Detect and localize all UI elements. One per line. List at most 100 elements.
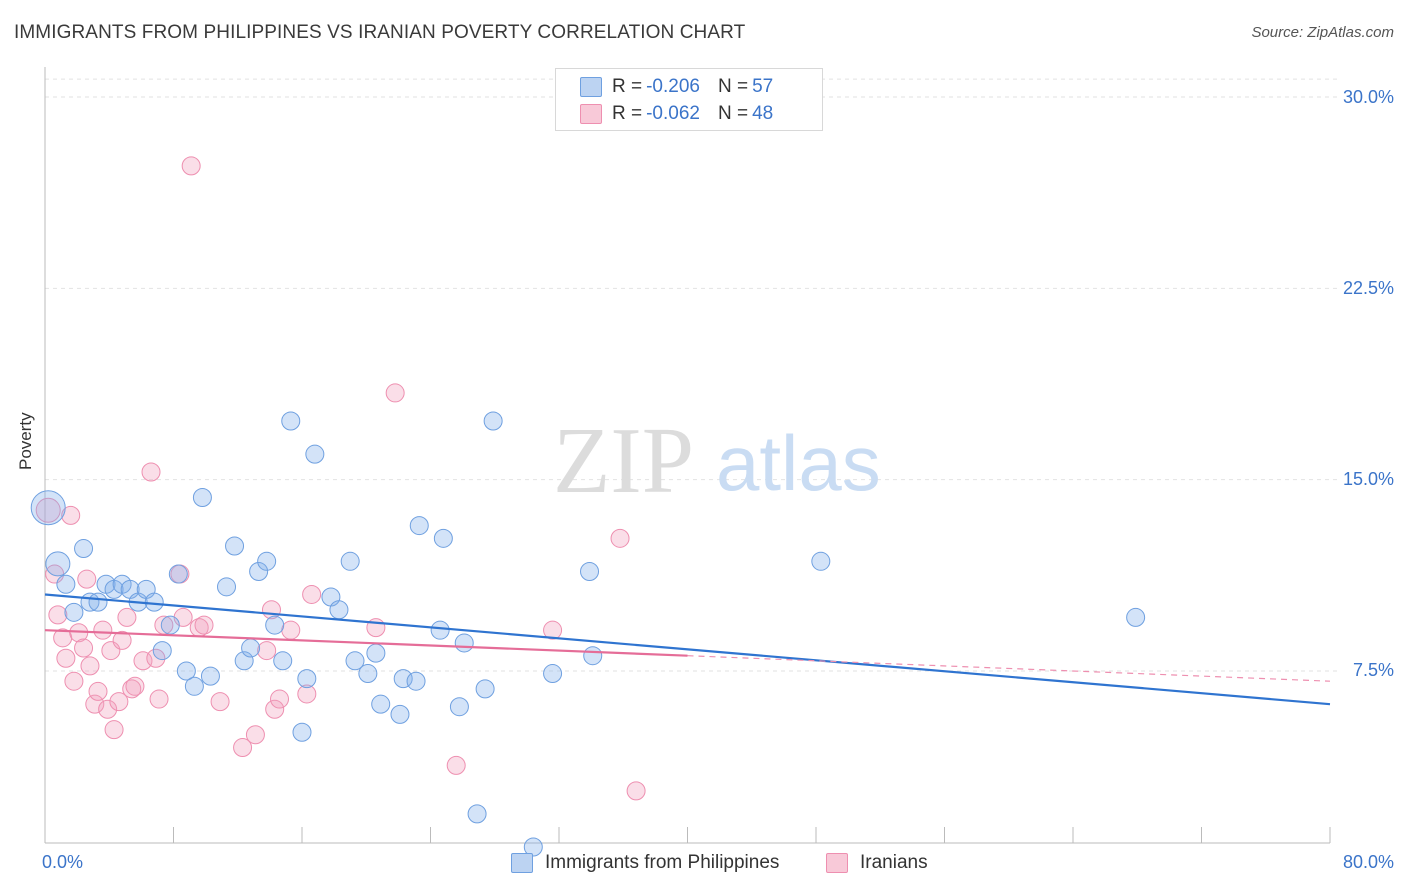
philippines-point — [297, 669, 317, 689]
iranian-point — [117, 607, 137, 627]
philippines-point — [88, 592, 108, 612]
iranian-point — [85, 694, 105, 714]
iranians-trend-extension — [687, 655, 1331, 682]
philippines-point — [234, 651, 254, 671]
iranian-point — [233, 738, 253, 758]
iranian-point — [125, 676, 145, 696]
philippines-point — [64, 602, 84, 622]
philippines-point — [454, 633, 474, 653]
philippines-point — [273, 651, 293, 671]
legend-row-philippines: R = -0.206 N = 57 — [580, 76, 773, 98]
trend-lines — [44, 593, 1331, 706]
legend-item-philippines: Immigrants from Philippines — [511, 852, 779, 874]
philippines-point — [30, 490, 66, 526]
iranian-point — [281, 620, 301, 640]
stats-legend: R = -0.206 N = 57 R = -0.062 N = 48 — [555, 68, 823, 131]
legend-row-iranians: R = -0.062 N = 48 — [580, 103, 773, 125]
iranian-point — [77, 569, 97, 589]
philippines-point — [340, 551, 360, 571]
source-label: Source: ZipAtlas.com — [1251, 24, 1394, 41]
philippines-point — [160, 615, 180, 635]
iranian-point — [98, 699, 118, 719]
philippines-point — [265, 615, 285, 635]
n-value: 57 — [752, 76, 774, 97]
iranians-trend-line — [44, 629, 688, 657]
iranians-swatch — [580, 104, 602, 124]
iranian-point — [265, 699, 285, 719]
iranian-point — [257, 641, 277, 661]
philippines-point — [358, 664, 378, 684]
y-tick-label: 7.5% — [1352, 660, 1394, 680]
x-tick-label-max: 80.0% — [1342, 852, 1394, 872]
n-label: N = — [717, 76, 749, 97]
philippines-point — [225, 536, 245, 556]
iranian-point — [194, 615, 214, 635]
iranian-point — [181, 156, 201, 176]
n-value: 48 — [752, 103, 774, 124]
iranian-point — [446, 755, 466, 775]
philippines-point — [409, 516, 429, 536]
iranian-point — [61, 505, 81, 525]
philippines-point — [152, 641, 172, 661]
philippines-point — [257, 551, 277, 571]
philippines-point — [583, 646, 603, 666]
philippines-points — [30, 411, 1146, 857]
iranians-points — [35, 156, 646, 801]
watermark-zip: ZIP — [553, 409, 694, 513]
iranian-point — [56, 648, 76, 668]
watermark-atlas: atlas — [716, 419, 881, 507]
x-tick-label-min: 0.0% — [42, 852, 84, 872]
axes — [44, 67, 1331, 844]
iranian-point — [48, 605, 68, 625]
philippines-point — [430, 620, 450, 640]
iranian-point — [80, 656, 100, 676]
philippines-point — [811, 551, 831, 571]
y-tick-label: 15.0% — [1342, 469, 1394, 489]
chart-title: IMMIGRANTS FROM PHILIPPINES VS IRANIAN P… — [14, 22, 746, 43]
philippines-point — [371, 694, 391, 714]
r-label: R = — [612, 76, 643, 97]
iranian-point — [626, 781, 646, 801]
r-value: -0.206 — [646, 76, 700, 97]
philippines-point — [74, 539, 94, 559]
r-label: R = — [612, 103, 643, 124]
philippines-point — [523, 837, 543, 857]
y-tick-label: 22.5% — [1342, 278, 1394, 298]
philippines-point — [475, 679, 495, 699]
legend-item-iranians: Iranians — [826, 852, 928, 874]
philippines-point — [543, 664, 563, 684]
iranian-point — [122, 679, 142, 699]
iranian-point — [149, 689, 169, 709]
legend-label: Immigrants from Philippines — [545, 852, 780, 873]
philippines-point — [329, 600, 349, 620]
iranian-point — [261, 600, 281, 620]
philippines-point — [1126, 607, 1146, 627]
philippines-point — [433, 528, 453, 548]
philippines-swatch — [511, 853, 533, 873]
philippines-point — [168, 564, 188, 584]
iranian-point — [88, 681, 108, 701]
iranian-point — [385, 383, 405, 403]
philippines-trend-line — [44, 593, 1331, 706]
iranian-point — [112, 630, 132, 650]
iranian-point — [297, 684, 317, 704]
philippines-point — [483, 411, 503, 431]
iranian-point — [93, 620, 113, 640]
iranian-point — [35, 497, 61, 523]
iranian-point — [543, 620, 563, 640]
iranian-point — [141, 462, 161, 482]
iranian-point — [109, 692, 129, 712]
philippines-point — [580, 562, 600, 582]
philippines-point — [241, 638, 261, 658]
philippines-point — [449, 697, 469, 717]
philippines-point — [200, 666, 220, 686]
philippines-point — [192, 488, 212, 508]
iranian-point — [245, 725, 265, 745]
philippines-point — [467, 804, 487, 824]
philippines-point — [184, 676, 204, 696]
philippines-point — [176, 661, 196, 681]
iranian-point — [104, 720, 124, 740]
philippines-point — [144, 592, 164, 612]
philippines-point — [45, 551, 71, 577]
